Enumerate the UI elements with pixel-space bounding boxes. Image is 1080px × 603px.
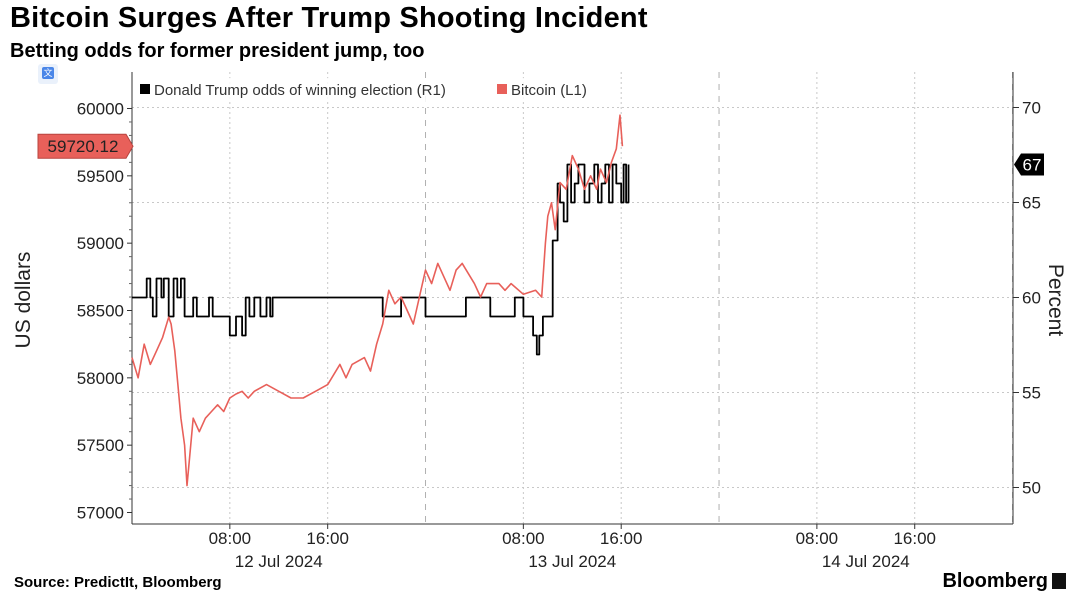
x-tick-label: 08:00 — [796, 529, 839, 548]
translate-icon[interactable]: 文 — [38, 64, 58, 84]
right-axis-label: Percent — [1044, 264, 1067, 337]
bitcoin-price-line — [131, 114, 624, 487]
trump-last-value-badge — [1014, 153, 1044, 176]
left-tick-label: 59500 — [77, 167, 124, 186]
chart-subtitle: Betting odds for former president jump, … — [10, 40, 425, 62]
left-tick-label: 57000 — [77, 504, 124, 523]
left-tick-label: 58000 — [77, 369, 124, 388]
x-tick-label: 08:00 — [502, 529, 545, 548]
left-axis-label: US dollars — [12, 252, 35, 349]
left-tick-label: 58500 — [77, 302, 124, 321]
legend-swatch-trump — [140, 84, 150, 94]
x-date-label: 14 Jul 2024 — [822, 552, 910, 571]
legend-box — [136, 78, 610, 102]
right-tick-label: 55 — [1022, 384, 1041, 403]
left-tick-label: 59000 — [77, 234, 124, 253]
chart-title: Bitcoin Surges After Trump Shooting Inci… — [10, 2, 648, 34]
x-date-label: 12 Jul 2024 — [235, 552, 323, 571]
x-date-label: 13 Jul 2024 — [528, 552, 616, 571]
right-tick-label: 60 — [1022, 289, 1041, 308]
trump-last-value-label: 67 — [1023, 156, 1042, 175]
legend-label-bitcoin: Bitcoin (L1) — [511, 82, 587, 99]
trump-odds-line — [132, 163, 630, 356]
legend-swatch-bitcoin — [497, 84, 507, 94]
bitcoin-last-price-badge — [37, 133, 134, 159]
right-tick-label: 65 — [1022, 194, 1041, 213]
left-tick-label: 57500 — [77, 436, 124, 455]
brand-name: Bloomberg — [942, 570, 1048, 592]
brand-mark-icon — [1052, 573, 1066, 589]
brand-logo: Bloomberg — [942, 570, 1066, 593]
x-tick-label: 16:00 — [306, 529, 349, 548]
left-tick-label: 60000 — [77, 100, 124, 119]
legend-label-trump: Donald Trump odds of winning election (R… — [154, 82, 446, 99]
right-tick-label: 70 — [1022, 99, 1041, 118]
x-tick-label: 08:00 — [209, 529, 252, 548]
x-tick-label: 16:00 — [893, 529, 936, 548]
bitcoin-last-price-label: 59720.12 — [48, 137, 119, 156]
right-tick-label: 50 — [1022, 479, 1041, 498]
x-tick-label: 16:00 — [600, 529, 643, 548]
source-note: Source: PredictIt, Bloomberg — [14, 574, 222, 591]
